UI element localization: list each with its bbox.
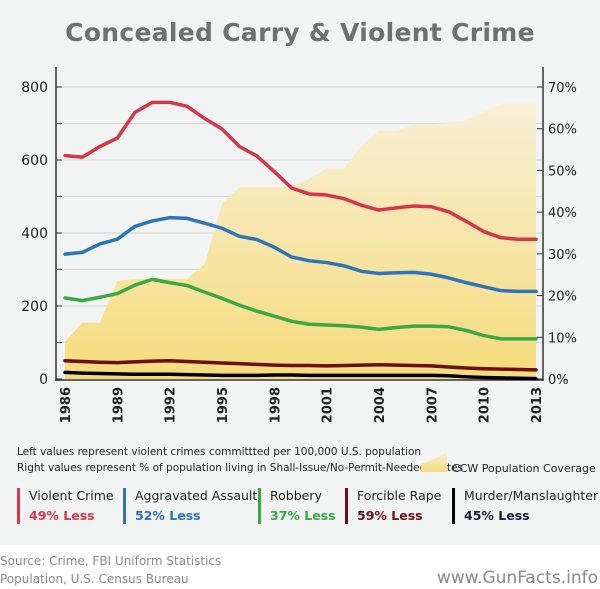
legend-name: Robbery bbox=[270, 488, 322, 503]
left-tick-label: 400 bbox=[21, 226, 48, 242]
source-line-1: Source: Crime, FBI Uniform Statistics bbox=[0, 554, 222, 568]
left-tick-label: 0 bbox=[39, 372, 48, 388]
legend-item: Aggravated Assault 52% Less bbox=[123, 488, 257, 524]
site-url: www.GunFacts.info bbox=[436, 568, 598, 588]
legend-item: Forcible Rape 59% Less bbox=[345, 488, 441, 524]
chart-plot: 0 200 400 600 800 0% 10% 20% 30% 40% 50% 60% 70% 1986… bbox=[21, 67, 577, 423]
x-tick-label: 2004 bbox=[373, 387, 388, 423]
right-tick-label: 70% bbox=[548, 81, 577, 96]
x-tick-label: 2013 bbox=[530, 387, 545, 423]
ccw-area bbox=[65, 103, 536, 379]
left-tick-label: 800 bbox=[21, 80, 48, 96]
legend-change: 49% Less bbox=[29, 508, 95, 523]
series-line-violent-crime bbox=[63, 100, 538, 241]
right-tick-label: 10% bbox=[548, 331, 577, 346]
legend-item: Violent Crime 49% Less bbox=[17, 488, 114, 524]
x-tick-label: 1986 bbox=[59, 387, 74, 423]
note-right-axis: Right values represent % of population l… bbox=[17, 462, 463, 474]
x-tick-label: 1992 bbox=[164, 387, 179, 423]
x-tick-label: 1998 bbox=[268, 387, 283, 423]
x-tick-label: 1995 bbox=[216, 387, 231, 423]
legend-change: 52% Less bbox=[135, 508, 201, 523]
series-line-murder-manslaughter bbox=[63, 370, 538, 381]
legend-item: Robbery 37% Less bbox=[258, 488, 336, 524]
left-tick-label: 200 bbox=[21, 299, 48, 315]
source-line-2: Population, U.S. Census Bureau bbox=[0, 572, 189, 586]
right-tick-label: 40% bbox=[548, 206, 577, 221]
legend-change: 37% Less bbox=[270, 508, 336, 523]
x-tick-label: 2001 bbox=[321, 387, 336, 423]
right-tick-label: 30% bbox=[548, 248, 577, 263]
ccw-swatch bbox=[421, 452, 447, 472]
legend-change: 59% Less bbox=[357, 508, 423, 523]
chart-title: Concealed Carry & Violent Crime bbox=[65, 18, 535, 47]
ccw-legend-label: CCW Population Coverage bbox=[452, 462, 596, 475]
note-left-axis: Left values represent violent crimes com… bbox=[17, 446, 422, 458]
legend-name: Murder/Manslaughter bbox=[464, 488, 599, 503]
series-line-forcible-rape bbox=[63, 359, 538, 372]
right-tick-label: 0% bbox=[548, 373, 569, 388]
right-tick-label: 20% bbox=[548, 290, 577, 305]
series-line-robbery bbox=[63, 277, 538, 341]
right-tick-label: 60% bbox=[548, 123, 577, 138]
left-tick-label: 600 bbox=[21, 153, 48, 169]
x-tick-label: 1989 bbox=[111, 387, 126, 423]
x-tick-label: 2010 bbox=[478, 387, 493, 423]
legend-name: Aggravated Assault bbox=[135, 488, 258, 503]
right-tick-label: 50% bbox=[548, 164, 577, 179]
legend-change: 45% Less bbox=[464, 508, 530, 523]
series-line-aggravated-assault bbox=[63, 215, 538, 294]
legend-item: Murder/Manslaughter 45% Less bbox=[452, 488, 598, 524]
legend-name: Violent Crime bbox=[29, 488, 114, 503]
legend-name: Forcible Rape bbox=[357, 488, 442, 503]
x-tick-label: 2007 bbox=[425, 387, 440, 423]
